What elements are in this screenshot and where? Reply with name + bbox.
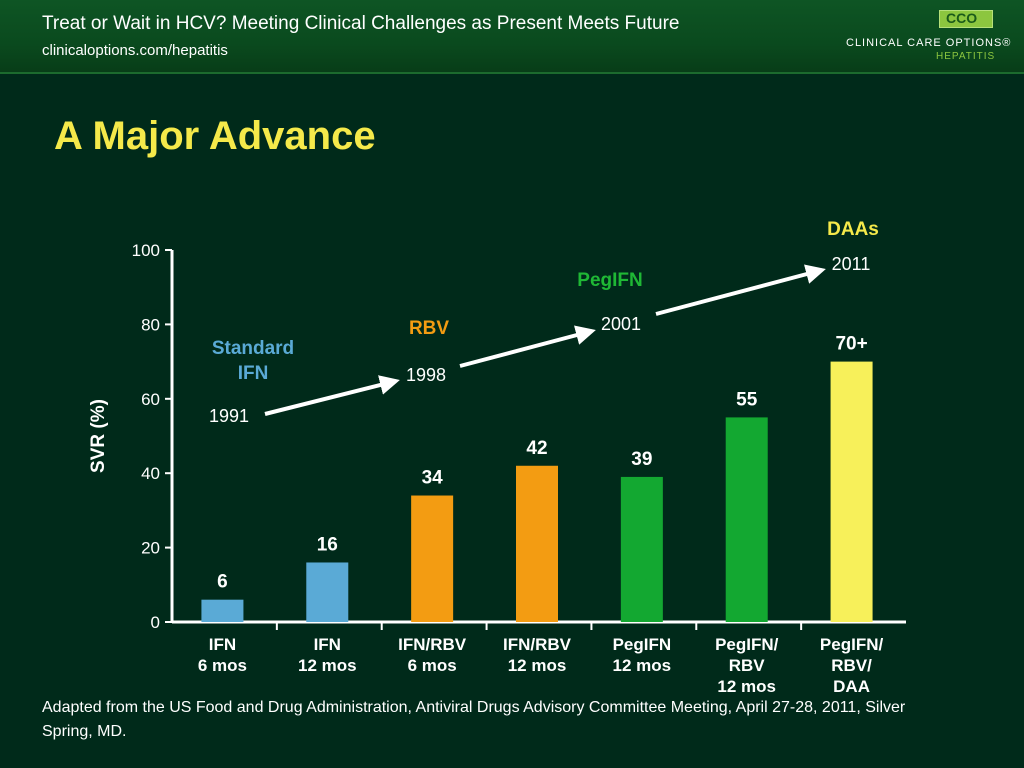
- y-tick-label: 80: [141, 315, 160, 334]
- x-category-label: PegIFN/: [820, 635, 884, 654]
- y-tick-label: 100: [132, 241, 160, 260]
- timeline-arrow-icon: [459, 325, 596, 368]
- x-category-label: PegIFN: [613, 635, 672, 654]
- logo-name: CLINICAL CARE OPTIONS®: [846, 37, 1012, 49]
- bar-1: [201, 599, 244, 622]
- timeline-year: 1991: [209, 406, 249, 426]
- timeline-label: IFN: [238, 363, 269, 384]
- x-category-label: 12 mos: [508, 656, 567, 675]
- x-category-label: IFN: [314, 635, 341, 654]
- bar-value-label: 55: [736, 389, 758, 410]
- timeline-label: Standard: [212, 338, 294, 359]
- bar-value-label: 42: [526, 438, 547, 459]
- logo-mark: CCO: [946, 10, 978, 26]
- x-category-label: PegIFN/: [715, 635, 779, 654]
- timeline-arrow-icon: [655, 264, 826, 316]
- cco-logo-icon: CCO: [939, 10, 993, 28]
- bar-7: [830, 361, 873, 622]
- x-category-label: 6 mos: [408, 656, 457, 675]
- x-category-label: IFN: [209, 635, 236, 654]
- bar-3: [411, 495, 454, 622]
- source-footnote: Adapted from the US Food and Drug Admini…: [42, 699, 906, 740]
- bar-value-label: 6: [217, 572, 228, 593]
- x-category-label: IFN/RBV: [398, 635, 467, 654]
- bar-5: [620, 476, 663, 622]
- header-divider: [0, 72, 1024, 74]
- x-category-label: 12 mos: [298, 656, 357, 675]
- header-url: clinicaloptions.com/hepatitis: [42, 42, 228, 59]
- timeline-label: RBV: [409, 318, 449, 339]
- x-category-label: 12 mos: [717, 677, 776, 696]
- bar-value-label: 34: [422, 468, 444, 489]
- y-tick-label: 20: [141, 539, 160, 558]
- header-bar: [0, 0, 1024, 72]
- timeline-year: 2001: [601, 314, 641, 334]
- x-category-label: RBV: [729, 656, 766, 675]
- bar-value-label: 70+: [835, 334, 867, 355]
- x-category-label: 6 mos: [198, 656, 247, 675]
- x-category-label: IFN/RBV: [503, 635, 572, 654]
- timeline-year: 1998: [406, 365, 446, 385]
- bar-6: [725, 417, 768, 622]
- logo-subtitle: HEPATITIS: [936, 51, 996, 62]
- x-category-label: 12 mos: [613, 656, 672, 675]
- timeline-label: PegIFN: [577, 270, 642, 291]
- y-tick-label: 60: [141, 390, 160, 409]
- slide-title: A Major Advance: [54, 114, 376, 158]
- x-category-label: RBV/: [831, 656, 872, 675]
- timeline-label: DAAs: [827, 219, 879, 240]
- bar-value-label: 16: [317, 534, 338, 555]
- timeline-year: 2011: [832, 254, 871, 274]
- bar-2: [306, 562, 349, 622]
- x-category-label: DAA: [833, 677, 870, 696]
- y-tick-label: 0: [151, 613, 160, 632]
- timeline-arrow-icon: [264, 375, 400, 416]
- y-tick-label: 40: [141, 464, 160, 483]
- bar-value-label: 39: [631, 449, 652, 470]
- y-axis-title: SVR (%): [88, 399, 109, 473]
- bar-4: [516, 465, 558, 622]
- presentation-title: Treat or Wait in HCV? Meeting Clinical C…: [42, 13, 680, 34]
